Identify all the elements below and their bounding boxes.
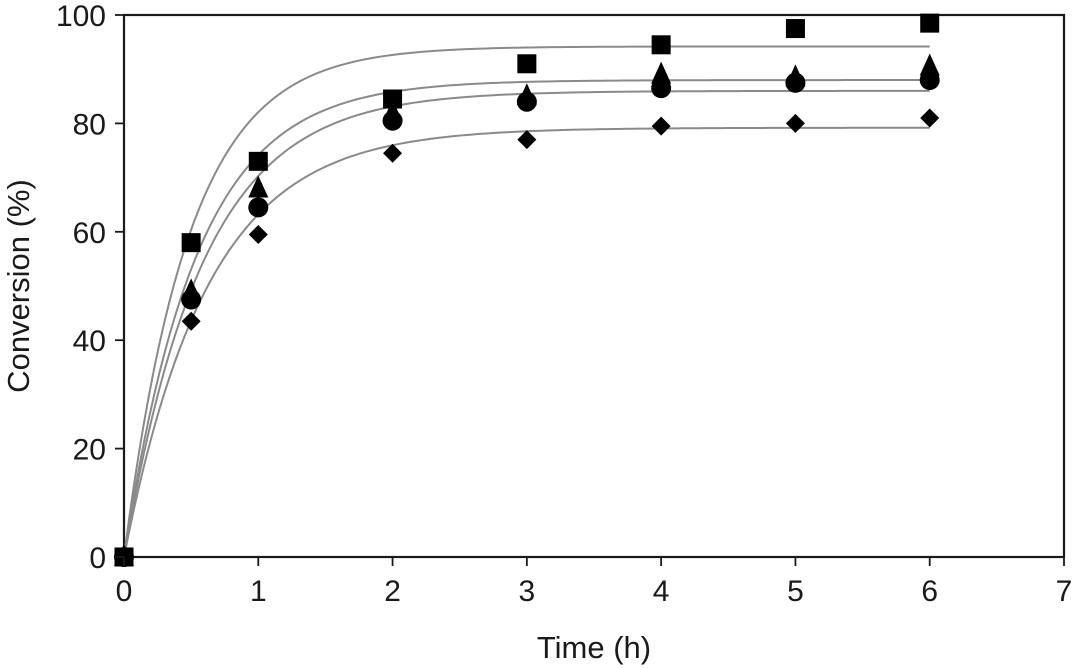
y-tick-label: 40 (73, 325, 106, 358)
x-axis-title: Time (h) (537, 630, 651, 665)
diamond-marker (517, 130, 537, 150)
x-tick-label: 5 (787, 575, 804, 608)
square-marker (651, 35, 671, 55)
triangle-marker (651, 61, 672, 84)
triangle-marker (919, 53, 940, 76)
square-marker (920, 13, 940, 33)
square-marker (181, 233, 201, 253)
square-marker (248, 151, 268, 171)
triangle-marker (382, 99, 403, 122)
x-tick-label: 6 (921, 575, 938, 608)
x-tick-label: 2 (384, 575, 401, 608)
x-tick-label: 0 (116, 575, 133, 608)
y-tick-label: 100 (56, 0, 106, 33)
circle-marker (248, 197, 269, 218)
square-marker (785, 19, 805, 39)
x-tick-label: 3 (519, 575, 536, 608)
triangle-marker (248, 175, 269, 198)
diamond-marker (383, 143, 403, 163)
triangle-marker (181, 278, 202, 301)
diamond-marker (651, 116, 671, 136)
triangle-marker (516, 83, 537, 106)
y-axis-title: Conversion (%) (1, 179, 36, 393)
y-tick-label: 60 (73, 217, 106, 250)
y-tick-label: 80 (73, 108, 106, 141)
diamond-marker (785, 113, 805, 133)
triangle-marker (785, 64, 806, 87)
plot-area (122, 13, 1066, 559)
square-marker (517, 54, 537, 74)
y-tick-label: 20 (73, 434, 106, 467)
y-tick-label: 0 (89, 542, 106, 575)
fit-curve-square (123, 45, 930, 558)
x-tick-label: 7 (1056, 575, 1073, 608)
diamond-marker (181, 311, 201, 331)
x-tick-label: 1 (250, 575, 267, 608)
x-axis: 0 1 2 3 4 5 6 7 (116, 557, 1073, 608)
square-marker (383, 89, 403, 109)
x-tick-label: 4 (653, 575, 670, 608)
y-axis: 0 20 40 60 80 100 (56, 0, 124, 575)
diamond-marker (248, 225, 268, 245)
diamond-marker (920, 108, 940, 128)
